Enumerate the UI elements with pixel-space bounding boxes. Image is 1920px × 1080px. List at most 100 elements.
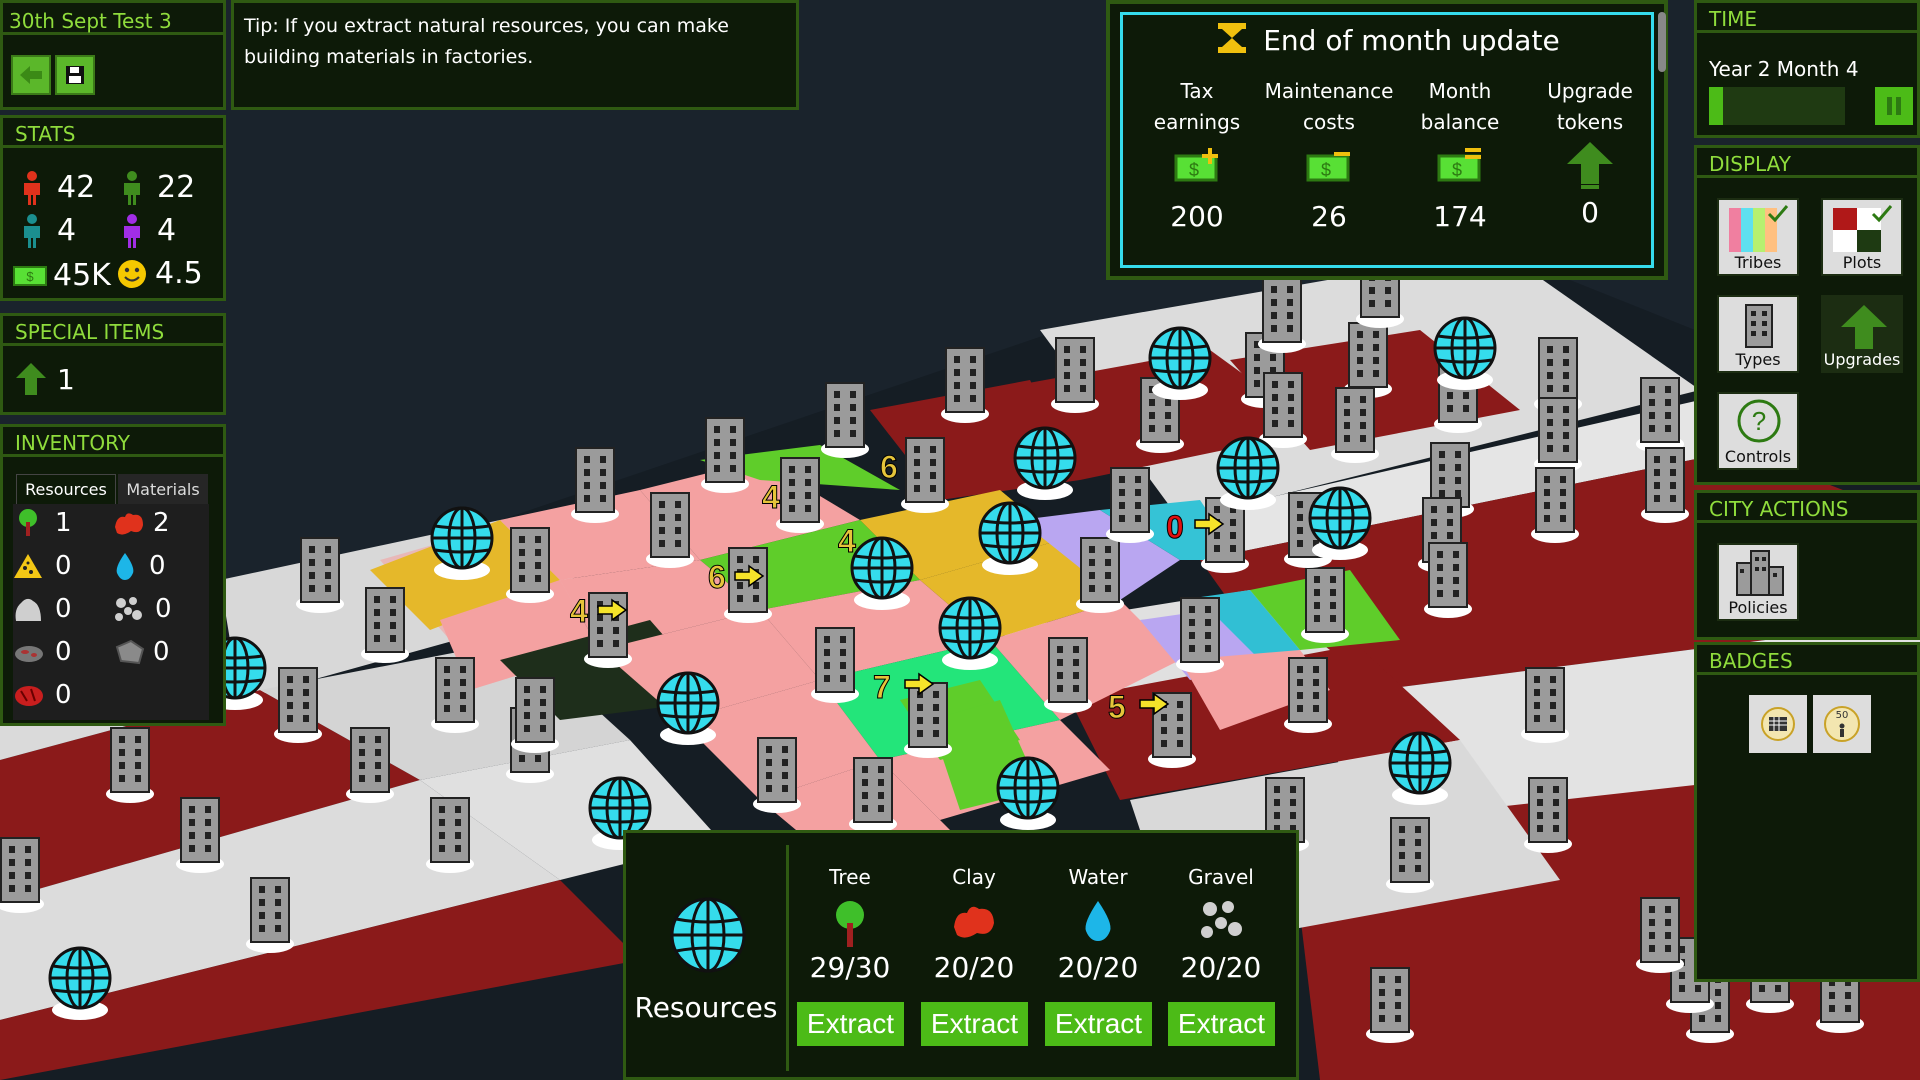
types-button[interactable]: Types	[1717, 295, 1799, 373]
plot-label: 4	[838, 523, 856, 559]
ore-count: 0	[55, 637, 72, 667]
water-drop-icon	[116, 553, 134, 580]
stone-icon	[15, 598, 41, 621]
plots-icon	[1833, 205, 1893, 252]
plot-label: 6	[880, 449, 898, 485]
badge-50-number: 50	[1835, 710, 1849, 721]
game-name: 30th Sept Test 3	[3, 3, 223, 35]
maintenance-label-line2: costs	[1303, 110, 1355, 134]
clay-icon	[954, 906, 994, 938]
save-button[interactable]	[55, 55, 95, 95]
clay-row: 2	[113, 508, 170, 538]
mineral-row: 0	[13, 680, 72, 710]
upgrade-arrow-icon	[1841, 305, 1887, 349]
upgrades-label: Upgrades	[1823, 350, 1901, 369]
month-progress-fill	[1709, 87, 1723, 125]
special-items-panel: SPECIAL ITEMS 1	[0, 313, 226, 415]
badge-50[interactable]: 50	[1813, 695, 1871, 753]
plot-label: 6	[708, 559, 726, 595]
inventory-title: INVENTORY	[3, 427, 223, 457]
clay-icon	[115, 513, 143, 535]
tribes-icon	[1729, 205, 1789, 252]
pause-button[interactable]	[1875, 87, 1913, 125]
back-button[interactable]	[11, 55, 51, 95]
upgrades-button[interactable]: Upgrades	[1821, 295, 1903, 373]
ore-icon	[15, 646, 43, 662]
plot-label: 5	[1108, 689, 1126, 725]
tree-icon	[836, 901, 864, 947]
city-actions-title: CITY ACTIONS	[1697, 493, 1917, 523]
inventory-list: 1 2 0 0 0 0 0 0 0	[13, 504, 209, 720]
clay-amount: 20/20	[933, 951, 1015, 984]
tax-label-line1: Tax	[1180, 79, 1214, 103]
svg-text:$: $	[1452, 160, 1462, 180]
water-row: 0	[113, 551, 166, 581]
plot-label: 4	[762, 479, 780, 515]
tab-resources[interactable]: Resources	[16, 474, 116, 504]
plots-button[interactable]: Plots	[1821, 198, 1903, 276]
happiness-value: 4.5	[155, 256, 203, 291]
display-title: DISPLAY	[1697, 148, 1917, 178]
resources-panel-title: Resources	[634, 991, 778, 1024]
tree-row: 1	[13, 508, 72, 538]
teal-population-value: 4	[57, 213, 77, 248]
display-panel: DISPLAY Tribes Plots Types Upgrades ? Co…	[1694, 145, 1920, 485]
balance-value: 174	[1433, 200, 1487, 233]
mineral-count: 0	[55, 680, 72, 710]
globe-icon	[670, 897, 746, 973]
sand-row: 0	[13, 551, 72, 581]
month-update-header: End of month update	[1110, 22, 1666, 57]
green-population-value: 22	[157, 170, 196, 205]
month-update-inner	[1120, 12, 1654, 268]
hourglass-icon	[1218, 23, 1247, 53]
maintenance-costs: Maintenance costs $ 26	[1264, 76, 1394, 233]
tip-text: Tip: If you extract natural resources, y…	[244, 15, 729, 68]
tree-name: Tree	[829, 865, 871, 889]
controls-button[interactable]: ? Controls	[1717, 392, 1799, 470]
stats-panel: STATS 42 22 4 4 $ 45K 4.5	[0, 115, 226, 301]
tree-icon	[19, 509, 37, 536]
person-badge-icon: 50	[1824, 706, 1860, 742]
tip-panel: Tip: If you extract natural resources, y…	[231, 0, 799, 110]
policies-button[interactable]: Policies	[1717, 543, 1799, 621]
plot-label: 7	[873, 669, 891, 705]
money-equals-icon: $	[1437, 148, 1481, 182]
money-value: 45K	[53, 258, 111, 293]
extract-water-button[interactable]: Extract	[1045, 1002, 1152, 1046]
scrollbar[interactable]	[1658, 12, 1666, 72]
teal-person-icon	[24, 213, 40, 248]
purple-population-value: 4	[157, 213, 177, 248]
tree-amount: 29/30	[809, 951, 891, 984]
svg-text:?: ?	[1752, 406, 1766, 436]
tribes-button[interactable]: Tribes	[1717, 198, 1799, 276]
tab-materials[interactable]: Materials	[118, 474, 208, 504]
upgrade-count: 1	[57, 362, 75, 396]
extract-gravel-button[interactable]: Extract	[1168, 1002, 1275, 1046]
badge-grid[interactable]	[1749, 695, 1807, 753]
water-drop-icon	[1085, 901, 1111, 941]
resources-divider	[786, 845, 789, 1071]
date-label: Year 2 Month 4	[1709, 57, 1859, 81]
gravel-icon	[115, 597, 142, 621]
red-person-icon	[24, 170, 40, 205]
special-items-title: SPECIAL ITEMS	[3, 316, 223, 346]
clay-count: 2	[153, 508, 170, 538]
upgrade-item[interactable]: 1	[15, 362, 75, 396]
plot-label: 4	[570, 593, 588, 629]
money-minus-icon: $	[1306, 152, 1350, 182]
tax-earnings: Tax earnings $ 200	[1132, 76, 1262, 233]
balance-label-line1: Month	[1428, 79, 1492, 103]
red-mineral-icon	[15, 686, 43, 706]
extract-tree-button[interactable]: Extract	[797, 1002, 904, 1046]
money-plus-icon: $	[1174, 148, 1218, 182]
resource-water: Water 20/20	[1043, 865, 1153, 984]
red-population-value: 42	[57, 170, 96, 205]
upgrade-arrow-icon	[16, 363, 46, 395]
resource-clay: Clay 20/20	[919, 865, 1029, 984]
gravel-amount: 20/20	[1180, 951, 1262, 984]
purple-person-icon	[124, 213, 140, 248]
teal-population: 4	[21, 213, 76, 248]
extract-clay-button[interactable]: Extract	[921, 1002, 1028, 1046]
tax-value: 200	[1170, 200, 1224, 233]
resource-tree: Tree 29/30	[795, 865, 905, 984]
